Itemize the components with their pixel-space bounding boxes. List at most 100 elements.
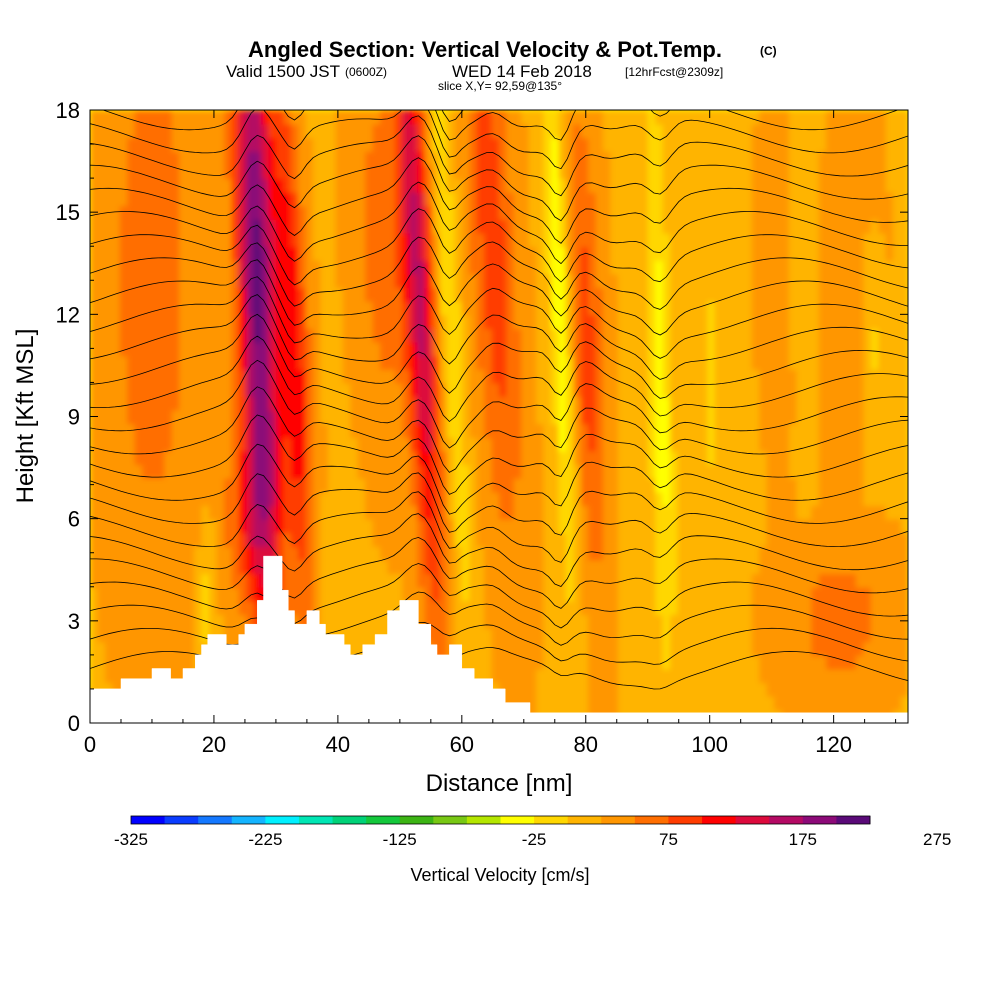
velocity-cell	[275, 368, 285, 384]
velocity-cell	[781, 178, 790, 193]
velocity-cell	[209, 545, 218, 561]
velocity-cell	[655, 123, 664, 139]
velocity-cell	[543, 409, 552, 425]
velocity-cell	[484, 355, 493, 370]
velocity-cell	[803, 164, 813, 180]
velocity-cell	[759, 382, 768, 397]
velocity-cell	[759, 355, 768, 370]
velocity-cell	[737, 654, 746, 670]
velocity-cell	[409, 436, 419, 452]
velocity-cell	[595, 423, 605, 438]
velocity-cell	[320, 110, 329, 125]
velocity-cell	[729, 110, 738, 125]
velocity-cell	[394, 436, 404, 452]
velocity-cell	[261, 518, 270, 534]
velocity-cell	[640, 573, 649, 588]
velocity-cell	[729, 477, 738, 493]
velocity-cell	[372, 545, 381, 561]
velocity-cell	[290, 532, 300, 547]
velocity-cell	[484, 518, 493, 534]
velocity-cell	[573, 614, 582, 629]
velocity-cell	[209, 396, 218, 411]
velocity-cell	[833, 137, 842, 152]
velocity-cell	[194, 450, 203, 466]
velocity-cell	[580, 518, 590, 534]
velocity-cell	[670, 246, 679, 261]
velocity-cell	[543, 205, 552, 220]
velocity-cell	[238, 614, 248, 629]
velocity-cell	[216, 532, 225, 547]
velocity-cell	[595, 314, 605, 329]
velocity-cell	[328, 614, 337, 629]
velocity-cell	[380, 178, 389, 193]
velocity-cell	[766, 641, 776, 656]
velocity-cell	[692, 436, 701, 452]
velocity-cell	[365, 259, 374, 275]
velocity-cell	[261, 409, 270, 425]
velocity-cell	[640, 682, 649, 697]
velocity-cell	[365, 300, 374, 316]
velocity-cell	[818, 396, 828, 411]
velocity-cell	[699, 382, 709, 397]
velocity-cell	[625, 614, 634, 629]
velocity-cell	[841, 477, 850, 493]
velocity-cell	[625, 137, 634, 152]
velocity-cell	[677, 123, 686, 139]
velocity-cell	[796, 505, 805, 520]
velocity-cell	[484, 477, 493, 493]
velocity-cell	[223, 287, 233, 302]
velocity-cell	[588, 641, 597, 656]
velocity-cell	[885, 232, 895, 248]
velocity-cell	[818, 164, 828, 180]
velocity-cell	[432, 409, 441, 425]
velocity-cell	[565, 573, 575, 588]
velocity-cell	[216, 232, 225, 248]
velocity-cell	[149, 382, 158, 397]
velocity-cell	[409, 382, 419, 397]
velocity-cell	[439, 150, 448, 166]
velocity-cell	[409, 450, 419, 466]
velocity-cell	[261, 423, 270, 438]
velocity-cell	[863, 423, 872, 438]
velocity-cell	[424, 586, 433, 602]
velocity-cell	[751, 273, 761, 289]
velocity-cell	[499, 287, 508, 302]
velocity-cell	[900, 314, 908, 329]
velocity-cell	[565, 627, 575, 643]
velocity-cell	[521, 287, 530, 302]
velocity-cell	[580, 382, 590, 397]
velocity-cell	[231, 627, 240, 643]
velocity-cell	[253, 505, 262, 520]
velocity-cell	[365, 532, 374, 547]
velocity-cell	[528, 150, 538, 166]
velocity-cell	[729, 641, 738, 656]
velocity-cell	[119, 178, 129, 193]
velocity-cell	[878, 164, 887, 180]
velocity-cell	[112, 668, 121, 684]
velocity-cell	[194, 559, 203, 575]
velocity-cell	[201, 137, 210, 152]
velocity-cell	[789, 641, 798, 656]
velocity-cell	[491, 491, 500, 506]
velocity-cell	[699, 654, 709, 670]
velocity-cell	[536, 409, 545, 425]
velocity-cell	[632, 355, 642, 370]
velocity-cell	[833, 123, 842, 139]
velocity-cell	[878, 545, 887, 561]
velocity-cell	[588, 477, 597, 493]
velocity-cell	[127, 627, 136, 643]
velocity-cell	[335, 545, 344, 561]
velocity-cell	[275, 505, 285, 520]
velocity-cell	[134, 396, 143, 411]
velocity-cell	[156, 300, 166, 316]
velocity-cell	[565, 219, 575, 234]
velocity-cell	[231, 328, 240, 343]
velocity-cell	[863, 695, 872, 711]
velocity-cell	[171, 654, 181, 670]
velocity-cell	[900, 137, 908, 152]
velocity-cell	[156, 559, 166, 575]
velocity-cell	[186, 477, 196, 493]
velocity-cell	[707, 246, 716, 261]
velocity-cell	[722, 505, 731, 520]
velocity-cell	[878, 150, 887, 166]
